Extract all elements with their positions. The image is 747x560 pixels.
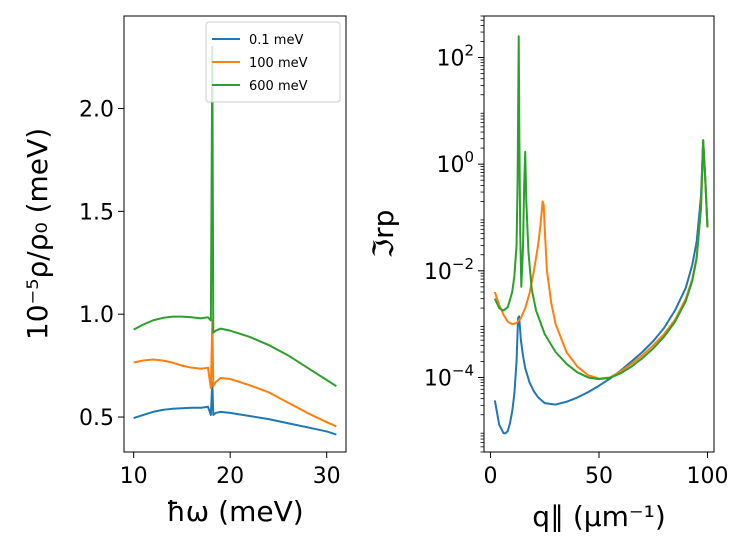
right-ticks-group: 0 50 100 10−4 10−2 100 102 [424, 15, 728, 489]
left-y-axis-label: 10⁻⁵ρ/ρ₀ (meV) [21, 128, 54, 340]
right-y-tick-label: 10−4 [424, 361, 474, 391]
left-y-tick-label: 1.5 [79, 200, 114, 225]
left-x-tick-label: 30 [313, 464, 341, 489]
left-ticks-group: 10 20 30 0.5 1.0 1.5 2.0 [79, 98, 341, 489]
right-x-tick-label: 100 [686, 464, 728, 489]
left-y-tick-label: 0.5 [79, 406, 114, 431]
right-x-axis-label: q∥ (μm⁻¹) [532, 500, 666, 533]
legend-label-100-mev: 100 meV [249, 56, 308, 71]
right-y-tick-label: 102 [436, 41, 474, 71]
left-x-axis-label: ħω (meV) [166, 495, 303, 528]
legend: 0.1 meV 100 meV 600 meV [205, 21, 341, 103]
legend-box [205, 21, 341, 103]
left-axes-frame [123, 15, 347, 453]
left-series-line-0-1-mev [133, 381, 337, 436]
left-y-tick-label: 1.0 [79, 303, 114, 328]
right-y-axis-label: ℑrp [367, 210, 400, 259]
right-series-line-600-mev [493, 35, 709, 381]
legend-label-0-1-mev: 0.1 meV [249, 33, 303, 48]
left-x-tick-label: 10 [120, 464, 148, 489]
left-panel: 10 20 30 0.5 1.0 1.5 2.0 ħω (meV) 10⁻⁵ρ/ρ₀ (me… [21, 15, 347, 528]
right-x-tick-label: 50 [585, 464, 613, 489]
left-series-group [133, 45, 337, 436]
left-y-tick-label: 2.0 [79, 98, 114, 123]
legend-label-600-mev: 600 meV [249, 79, 308, 94]
right-panel: 0 50 100 10−4 10−2 100 102 q∥ (μm⁻¹) ℑrp [367, 15, 728, 533]
right-series-group [493, 35, 709, 435]
right-x-tick-label: 0 [484, 464, 498, 489]
right-y-tick-label: 10−2 [424, 255, 474, 285]
left-x-tick-label: 20 [216, 464, 244, 489]
right-series-line-0-1-mev [493, 139, 709, 435]
right-y-tick-label: 100 [436, 148, 474, 178]
